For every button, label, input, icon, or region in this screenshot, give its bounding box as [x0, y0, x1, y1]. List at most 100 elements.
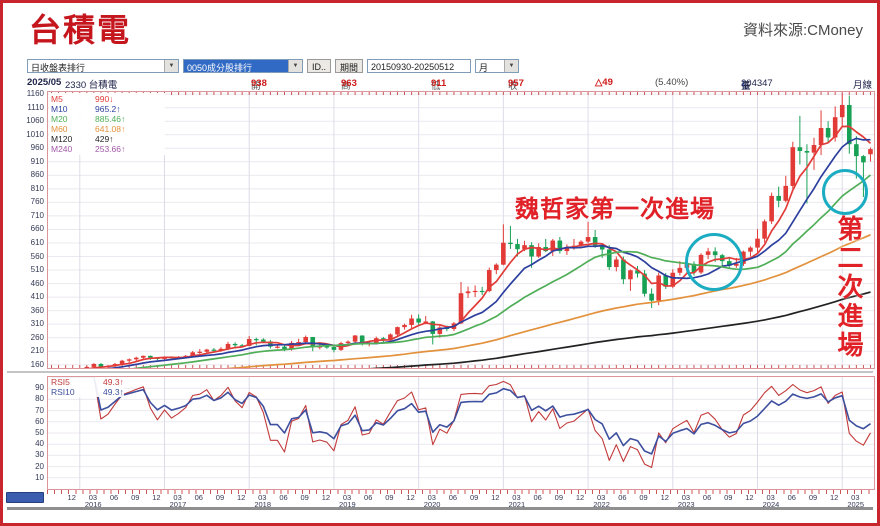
- x-axis-month-label: 03: [342, 493, 352, 502]
- x-axis-year-label: 2017: [169, 500, 187, 509]
- x-axis-month-label: 03: [88, 493, 98, 502]
- price-axis-label: 860: [30, 170, 44, 180]
- rsi-panel[interactable]: [47, 376, 875, 490]
- price-axis-label: 610: [30, 237, 44, 247]
- price-axis-label: 360: [30, 305, 44, 315]
- x-axis-month-label: 06: [618, 493, 627, 502]
- price-axis-label: 260: [30, 332, 44, 342]
- x-axis-month-label: 09: [469, 493, 479, 502]
- x-axis-month-label: 12: [152, 493, 161, 502]
- quote-period: 月線: [853, 80, 873, 91]
- id-button[interactable]: ID..: [307, 59, 332, 73]
- price-axis-label: 810: [30, 183, 44, 193]
- price-axis-label: 210: [30, 346, 44, 356]
- frequency-select[interactable]: 月 ▼: [475, 59, 520, 73]
- x-axis-month-label: 12: [491, 493, 500, 502]
- chevron-down-icon[interactable]: ▼: [164, 60, 178, 72]
- x-axis-month-label: 06: [109, 493, 119, 502]
- x-axis-month-label: 03: [173, 493, 182, 502]
- group-select[interactable]: 0050成分股排行 ▼: [183, 59, 303, 73]
- rsi-axis-label: 50: [35, 428, 44, 437]
- quote-change: △49: [595, 77, 613, 88]
- x-axis-year-label: 2022: [593, 500, 610, 509]
- x-axis-month-label: 09: [639, 493, 648, 502]
- chevron-down-icon[interactable]: ▼: [288, 60, 302, 72]
- x-axis-month-label: 09: [808, 493, 818, 502]
- first-entry-annotation: 魏哲家第一次進場: [515, 196, 715, 223]
- price-axis-label: 1010: [26, 129, 44, 139]
- x-axis-month-label: 03: [851, 493, 860, 502]
- window-bottom-bar: [7, 507, 873, 510]
- price-axis-label: 160: [30, 359, 44, 369]
- x-axis-month-label: 03: [597, 493, 606, 502]
- rsi-axis-label: 20: [35, 461, 44, 471]
- chevron-down-icon[interactable]: ▼: [504, 60, 519, 72]
- ma-legend-row: M120 429↑: [51, 134, 114, 144]
- x-axis-year-label: 2024: [762, 500, 780, 509]
- quote-bar: 2025/05 2330 台積電 開 938 高 963 低 911 收 957…: [27, 77, 873, 92]
- rsi-axis-label: 70: [35, 405, 44, 415]
- main-chart-svg: [48, 92, 874, 384]
- second-entry-circle: [822, 169, 868, 215]
- ma-legend: M5 990↓ M10 965.2↑ M20 885.46↑ M60 641.08↑ M120 4…: [49, 93, 165, 155]
- x-axis-month-label: 09: [554, 493, 563, 502]
- price-axis-label: 760: [30, 197, 44, 207]
- rsi-axis-label: 60: [35, 416, 44, 426]
- panel-separator: [7, 371, 873, 373]
- rsi-legend: RSI5 49.3↑ RSI10 49.3↑: [51, 377, 124, 397]
- x-axis-month-label: 09: [215, 493, 225, 502]
- main-chart-panel[interactable]: [47, 91, 875, 384]
- ma-legend-row: M240 253.66↑: [51, 144, 126, 154]
- x-axis-ticks: [47, 490, 875, 494]
- x-axis-month-label: 12: [829, 493, 839, 502]
- first-entry-circle: [685, 233, 743, 291]
- ma-legend-row: M10 965.2↑: [51, 104, 121, 114]
- ma-legend-row: M60 641.08↑: [51, 124, 126, 134]
- period-button[interactable]: 期間: [335, 59, 364, 73]
- ranking-select-value: 日收盤表排行: [31, 63, 86, 72]
- toolbar: 日收盤表排行 ▼ 0050成分股排行 ▼ ID.. 期間 月 ▼: [27, 58, 520, 74]
- ma-legend-row: M20 885.46↑: [51, 114, 126, 124]
- x-axis-month-label: 03: [681, 493, 691, 502]
- group-select-value: 0050成分股排行: [184, 60, 288, 72]
- second-entry-annotation: 第二次進場: [834, 215, 864, 360]
- price-axis-label: 510: [30, 265, 44, 275]
- x-axis-month-label: 09: [724, 493, 733, 502]
- x-axis-month-label: 12: [575, 493, 585, 502]
- period-range-input[interactable]: [367, 59, 472, 73]
- data-source-label: 資料來源:CMoney: [742, 22, 863, 39]
- price-axis-label: 710: [30, 210, 44, 220]
- x-axis-month-label: 06: [194, 493, 203, 502]
- price-axis-label: 960: [30, 143, 44, 153]
- x-axis-month-label: 06: [279, 493, 288, 502]
- rsi-legend-row: RSI5 49.3↑: [51, 377, 124, 387]
- x-axis-month-label: 12: [660, 493, 669, 502]
- price-axis-label: 460: [30, 278, 44, 288]
- price-axis-label: 1160: [26, 89, 44, 99]
- x-axis-month-label: 06: [702, 493, 712, 502]
- x-axis-month-label: 06: [448, 493, 458, 502]
- x-axis-month-label: 03: [512, 493, 521, 502]
- h-scrollbar-thumb[interactable]: [6, 492, 44, 503]
- price-axis-label: 910: [30, 156, 44, 166]
- price-axis-label: 1060: [26, 116, 44, 126]
- x-axis-year-label: 2023: [677, 500, 695, 509]
- x-axis-year-label: 2018: [254, 500, 271, 509]
- x-axis-month-label: 12: [236, 493, 246, 502]
- x-axis-month-label: 12: [321, 493, 331, 502]
- ma-legend-row: M5 990↓: [51, 94, 114, 104]
- x-axis-month-label: 12: [745, 493, 754, 502]
- frequency-select-value: 月: [479, 63, 489, 72]
- rsi-axis-label: 40: [35, 439, 44, 449]
- x-axis-month-label: 09: [385, 493, 394, 502]
- ranking-select[interactable]: 日收盤表排行 ▼: [27, 59, 179, 73]
- price-axis-label: 560: [30, 251, 44, 261]
- quote-symbol: 2330 台積電: [65, 80, 118, 91]
- quote-change-pct: (5.40%): [655, 77, 689, 88]
- x-axis-year-label: 2019: [339, 500, 356, 509]
- x-axis-month-label: 03: [427, 493, 436, 502]
- x-axis-year-label: 2016: [84, 500, 102, 509]
- rsi-axis-label: 80: [35, 394, 44, 404]
- x-axis-month-label: 06: [364, 493, 373, 502]
